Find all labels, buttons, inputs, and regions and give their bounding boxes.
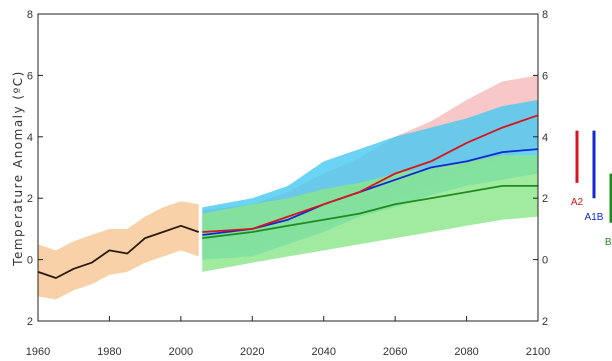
uncertainty-bands <box>38 75 539 300</box>
x-tick-label: 2040 <box>311 346 335 358</box>
y-tick-label-right: 0 <box>542 255 548 267</box>
series-line-a1b <box>202 148 539 236</box>
series-line-a2 <box>202 114 539 233</box>
band-b1 <box>202 155 539 272</box>
plot-frame <box>37 13 539 322</box>
y-tick-label-left: 0 <box>27 255 33 267</box>
y-tick-label-left: 4 <box>27 132 33 144</box>
scenario-label-a2: A2 <box>571 197 584 208</box>
series-line-historical <box>37 224 199 279</box>
series-lines <box>37 114 539 279</box>
x-tick-label: 2000 <box>169 346 193 358</box>
y-tick-label-left: 6 <box>27 70 33 82</box>
scenario-label-b1: B1 <box>605 237 612 248</box>
x-tick-label: 2020 <box>240 346 264 358</box>
band-historical <box>38 201 199 300</box>
y-tick-label-left: 8 <box>27 9 33 21</box>
series-line-b1 <box>202 184 538 239</box>
y-tick-label-right: 2 <box>542 193 548 205</box>
x-tick-label: 1960 <box>26 346 50 358</box>
x-tick-label: 2080 <box>454 346 478 358</box>
y-axis-label: Temperature Anomaly (ºC) <box>11 70 25 267</box>
x-tick-label: 1980 <box>97 346 121 358</box>
axis-ticks <box>37 13 539 322</box>
x-tick-label: 2100 <box>526 346 550 358</box>
scenario-label-a1b: A1B <box>585 212 604 223</box>
x-tick-label: 2060 <box>383 346 407 358</box>
y-tick-label-right: 8 <box>542 9 548 21</box>
y-tick-label-left: 2 <box>27 193 33 205</box>
axis-tick-labels: 1960 1980 2000 2020 2040 2060 2080 2100 2 2 0 0 2 2 4 4… <box>26 9 550 358</box>
y-tick-label-left: 2 <box>27 316 33 328</box>
y-tick-label-right: 2 <box>542 316 548 328</box>
y-tick-label-right: 4 <box>542 132 548 144</box>
y-tick-label-right: 6 <box>542 70 548 82</box>
